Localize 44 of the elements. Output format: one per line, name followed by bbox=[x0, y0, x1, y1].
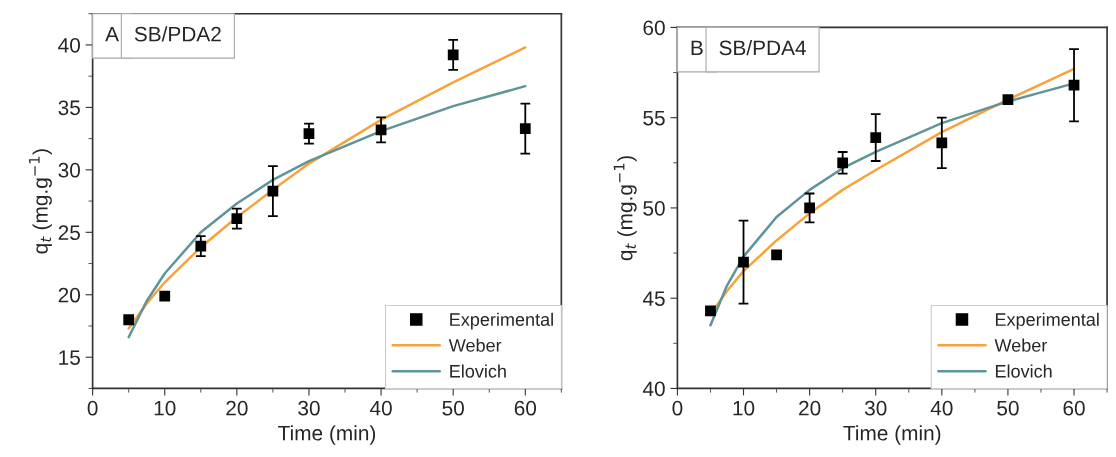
x-tick-label: 10 bbox=[733, 400, 755, 416]
y-tick-label: 35 bbox=[58, 100, 80, 116]
y-axis-title: q$_{t}$ (mg.g$^{−1}$) bbox=[613, 156, 637, 261]
annotation: A bbox=[105, 26, 119, 42]
point bbox=[705, 305, 716, 317]
x-tick-label: 0 bbox=[87, 400, 98, 416]
annotation: SB/PDA4 bbox=[719, 39, 806, 56]
x-tick-label: 60 bbox=[514, 400, 537, 416]
y-tick-label: 55 bbox=[643, 110, 665, 126]
x-tick-label: 10 bbox=[154, 400, 176, 416]
legend-label: Experimental bbox=[995, 312, 1099, 330]
x-axis-title: Time (min) bbox=[843, 425, 941, 445]
x-tick-label: 50 bbox=[442, 400, 464, 416]
x-tick-label: 0 bbox=[672, 400, 683, 416]
x-tick-label: 50 bbox=[997, 400, 1019, 416]
x-tick-label: 30 bbox=[298, 400, 320, 416]
y-tick-label: 15 bbox=[59, 350, 80, 365]
y-tick-label: 30 bbox=[58, 162, 81, 178]
legend-label: Weber bbox=[448, 338, 502, 352]
x-tick-label: 20 bbox=[226, 400, 248, 416]
y-tick-label: 45 bbox=[642, 291, 665, 306]
y-tick-label: 20 bbox=[58, 287, 81, 303]
legend-label: Elovich bbox=[450, 364, 506, 378]
point bbox=[1002, 94, 1014, 106]
annotation: SB/PDA2 bbox=[134, 26, 221, 42]
x-tick-label: 40 bbox=[369, 400, 392, 416]
y-tick-label: 60 bbox=[643, 20, 665, 36]
y-tick-label: 40 bbox=[642, 381, 665, 397]
point bbox=[159, 290, 171, 302]
x-tick-label: 40 bbox=[930, 400, 953, 416]
y-tick-label: 40 bbox=[58, 37, 81, 53]
y-axis-title: q$_{t}$ (mg.g$^{−1}$) bbox=[28, 149, 52, 254]
y-tick-label: 50 bbox=[643, 200, 665, 216]
point bbox=[771, 249, 782, 261]
legend-label: Weber bbox=[994, 338, 1048, 352]
annotation: B bbox=[691, 40, 703, 56]
x-tick-label: 60 bbox=[1063, 400, 1085, 416]
x-tick-label: 20 bbox=[799, 400, 821, 416]
y-tick-label: 25 bbox=[58, 225, 80, 241]
x-tick-label: 30 bbox=[864, 400, 887, 416]
legend-label: Experimental bbox=[450, 312, 553, 330]
x-axis-title: Time (min) bbox=[278, 425, 376, 445]
legend-label: Elovich bbox=[995, 364, 1052, 378]
point bbox=[123, 314, 135, 326]
